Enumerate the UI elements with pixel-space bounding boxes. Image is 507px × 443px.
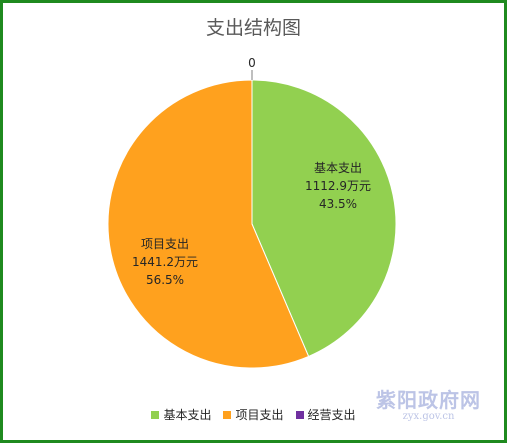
data-label-基本支出-value: 1112.9万元 [305, 179, 371, 193]
data-label-项目支出-value: 1441.2万元 [132, 255, 198, 269]
chart-title: 支出结构图 [205, 17, 301, 39]
legend-label: 基本支出 [163, 408, 212, 422]
pie-slice-项目支出 [107, 79, 310, 369]
legend-label: 经营支出 [307, 408, 356, 422]
watermark-main: 紫阳政府网 [376, 388, 481, 412]
legend-item-项目支出: 项目支出 [223, 406, 284, 423]
legend-item-基本支出: 基本支出 [151, 406, 211, 423]
data-label-基本支出-percent: 43.5% [319, 197, 357, 211]
legend-swatch [223, 410, 232, 419]
data-label-项目支出-percent: 56.5% [146, 273, 184, 287]
legend-item-经营支出: 经营支出 [295, 406, 356, 423]
legend-swatch [151, 410, 160, 419]
data-label-基本支出-name: 基本支出 [314, 161, 362, 175]
legend: 基本支出 项目支出 经营支出 [0, 406, 507, 423]
watermark-logo: 紫阳政府网 zyx.gov.cn [376, 384, 481, 422]
data-label-项目支出-name: 项目支出 [141, 237, 189, 251]
data-label-经营支出: 0 [248, 56, 256, 70]
watermark-sub: zyx.gov.cn [402, 411, 455, 422]
legend-label: 项目支出 [235, 408, 284, 422]
legend-swatch [295, 410, 304, 419]
pie-slice-基本支出 [251, 79, 397, 358]
